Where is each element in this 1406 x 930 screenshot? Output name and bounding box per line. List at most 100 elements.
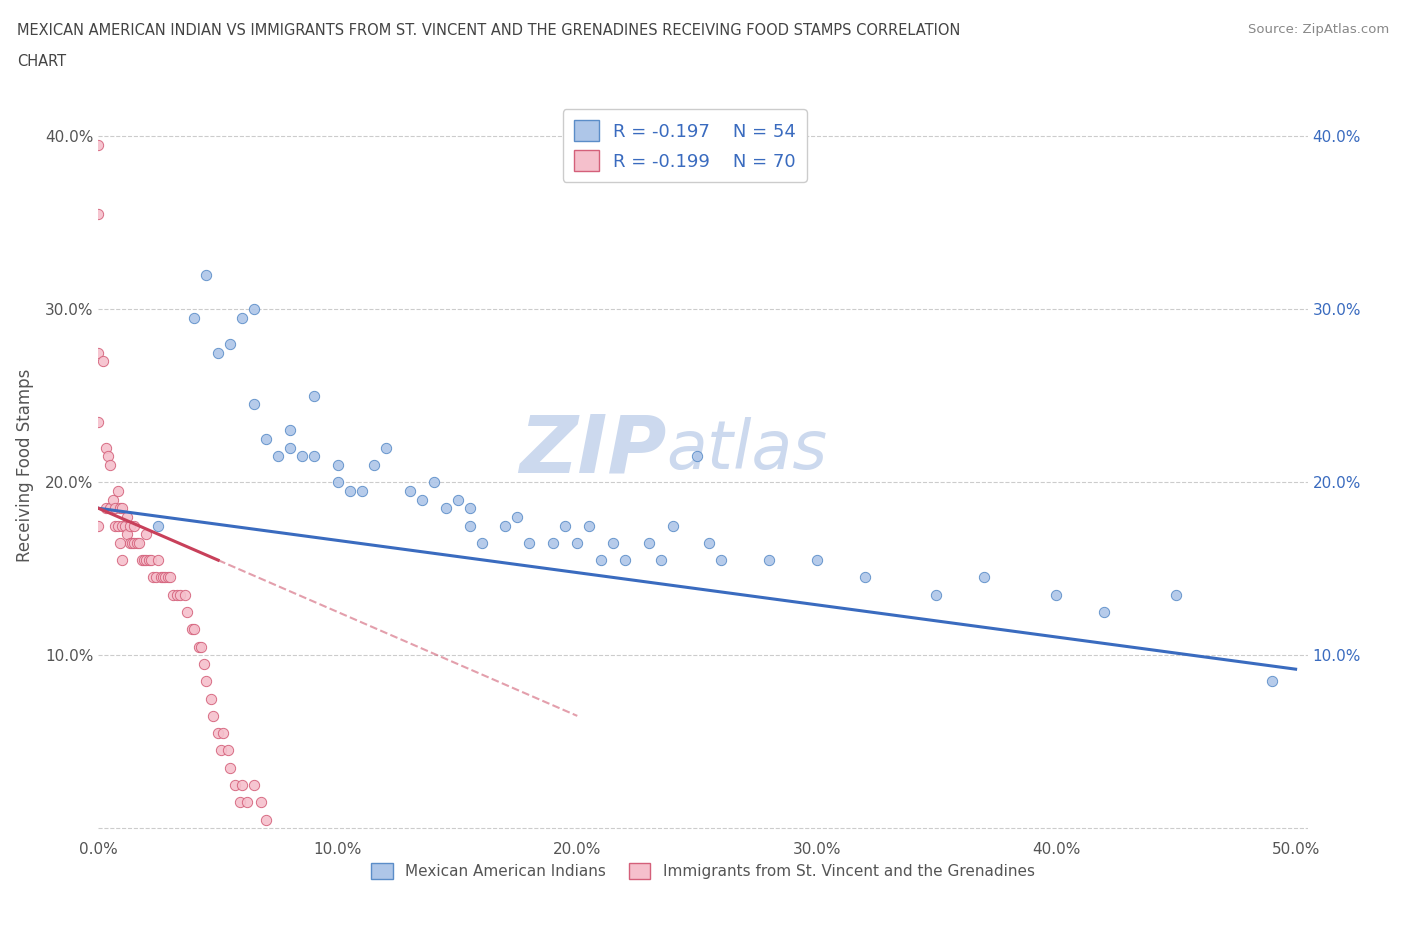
Point	[243, 302, 266, 317]
Point	[212, 725, 235, 740]
Text: atlas: atlas	[666, 418, 828, 483]
Point	[132, 552, 155, 567]
Point	[458, 501, 481, 516]
Point	[267, 449, 290, 464]
Point	[758, 552, 780, 567]
Point	[104, 501, 127, 516]
Point	[87, 414, 110, 429]
Point	[97, 449, 120, 464]
Point	[686, 449, 709, 464]
Point	[149, 570, 172, 585]
Point	[506, 510, 529, 525]
Point	[806, 552, 828, 567]
Point	[108, 501, 131, 516]
Point	[1260, 674, 1282, 689]
Point	[236, 795, 259, 810]
Point	[973, 570, 995, 585]
Point	[188, 639, 211, 654]
Point	[254, 432, 277, 446]
Point	[326, 475, 349, 490]
Point	[302, 389, 325, 404]
Point	[200, 691, 222, 706]
Point	[697, 536, 720, 551]
Point	[638, 536, 661, 551]
Point	[180, 622, 202, 637]
Point	[519, 536, 541, 551]
Point	[87, 206, 110, 221]
Point	[207, 725, 229, 740]
Point	[614, 552, 637, 567]
Point	[925, 588, 948, 603]
Point	[202, 709, 225, 724]
Point	[118, 536, 141, 551]
Point	[422, 475, 444, 490]
Point	[250, 795, 273, 810]
Point	[243, 397, 266, 412]
Point	[139, 552, 162, 567]
Point	[543, 536, 565, 551]
Point	[434, 501, 457, 516]
Point	[145, 570, 167, 585]
Y-axis label: Receiving Food Stamps: Receiving Food Stamps	[15, 368, 34, 562]
Point	[231, 311, 253, 325]
Point	[124, 536, 146, 551]
Point	[100, 501, 122, 516]
Point	[111, 501, 134, 516]
Point	[131, 552, 153, 567]
Point	[121, 536, 143, 551]
Point	[339, 484, 361, 498]
Point	[135, 552, 157, 567]
Point	[254, 812, 277, 827]
Point	[217, 743, 239, 758]
Point	[107, 518, 129, 533]
Point	[114, 518, 136, 533]
Point	[195, 267, 218, 282]
Point	[138, 552, 160, 567]
Point	[195, 674, 218, 689]
Point	[148, 518, 170, 533]
Text: Source: ZipAtlas.com: Source: ZipAtlas.com	[1249, 23, 1389, 36]
Point	[710, 552, 733, 567]
Point	[326, 458, 349, 472]
Point	[591, 552, 613, 567]
Point	[87, 345, 110, 360]
Point	[142, 570, 165, 585]
Point	[363, 458, 385, 472]
Point	[94, 501, 117, 516]
Point	[662, 518, 685, 533]
Point	[1045, 588, 1067, 603]
Point	[578, 518, 600, 533]
Point	[87, 138, 110, 153]
Point	[650, 552, 672, 567]
Point	[169, 588, 191, 603]
Point	[207, 345, 229, 360]
Point	[101, 492, 124, 507]
Point	[1164, 588, 1187, 603]
Point	[567, 536, 589, 551]
Point	[458, 518, 481, 533]
Point	[156, 570, 179, 585]
Point	[115, 510, 138, 525]
Point	[173, 588, 195, 603]
Point	[155, 570, 177, 585]
Point	[183, 311, 205, 325]
Point	[87, 518, 110, 533]
Point	[446, 492, 468, 507]
Point	[148, 552, 170, 567]
Point	[228, 795, 250, 810]
Point	[152, 570, 174, 585]
Point	[108, 536, 131, 551]
Point	[374, 440, 396, 455]
Legend: Mexican American Indians, Immigrants from St. Vincent and the Grenadines: Mexican American Indians, Immigrants fro…	[366, 857, 1040, 885]
Point	[124, 518, 146, 533]
Point	[278, 440, 301, 455]
Point	[135, 526, 157, 541]
Point	[176, 604, 198, 619]
Point	[193, 657, 215, 671]
Point	[302, 449, 325, 464]
Point	[94, 440, 117, 455]
Point	[111, 518, 134, 533]
Point	[111, 552, 134, 567]
Text: ZIP: ZIP	[519, 411, 666, 489]
Point	[162, 588, 184, 603]
